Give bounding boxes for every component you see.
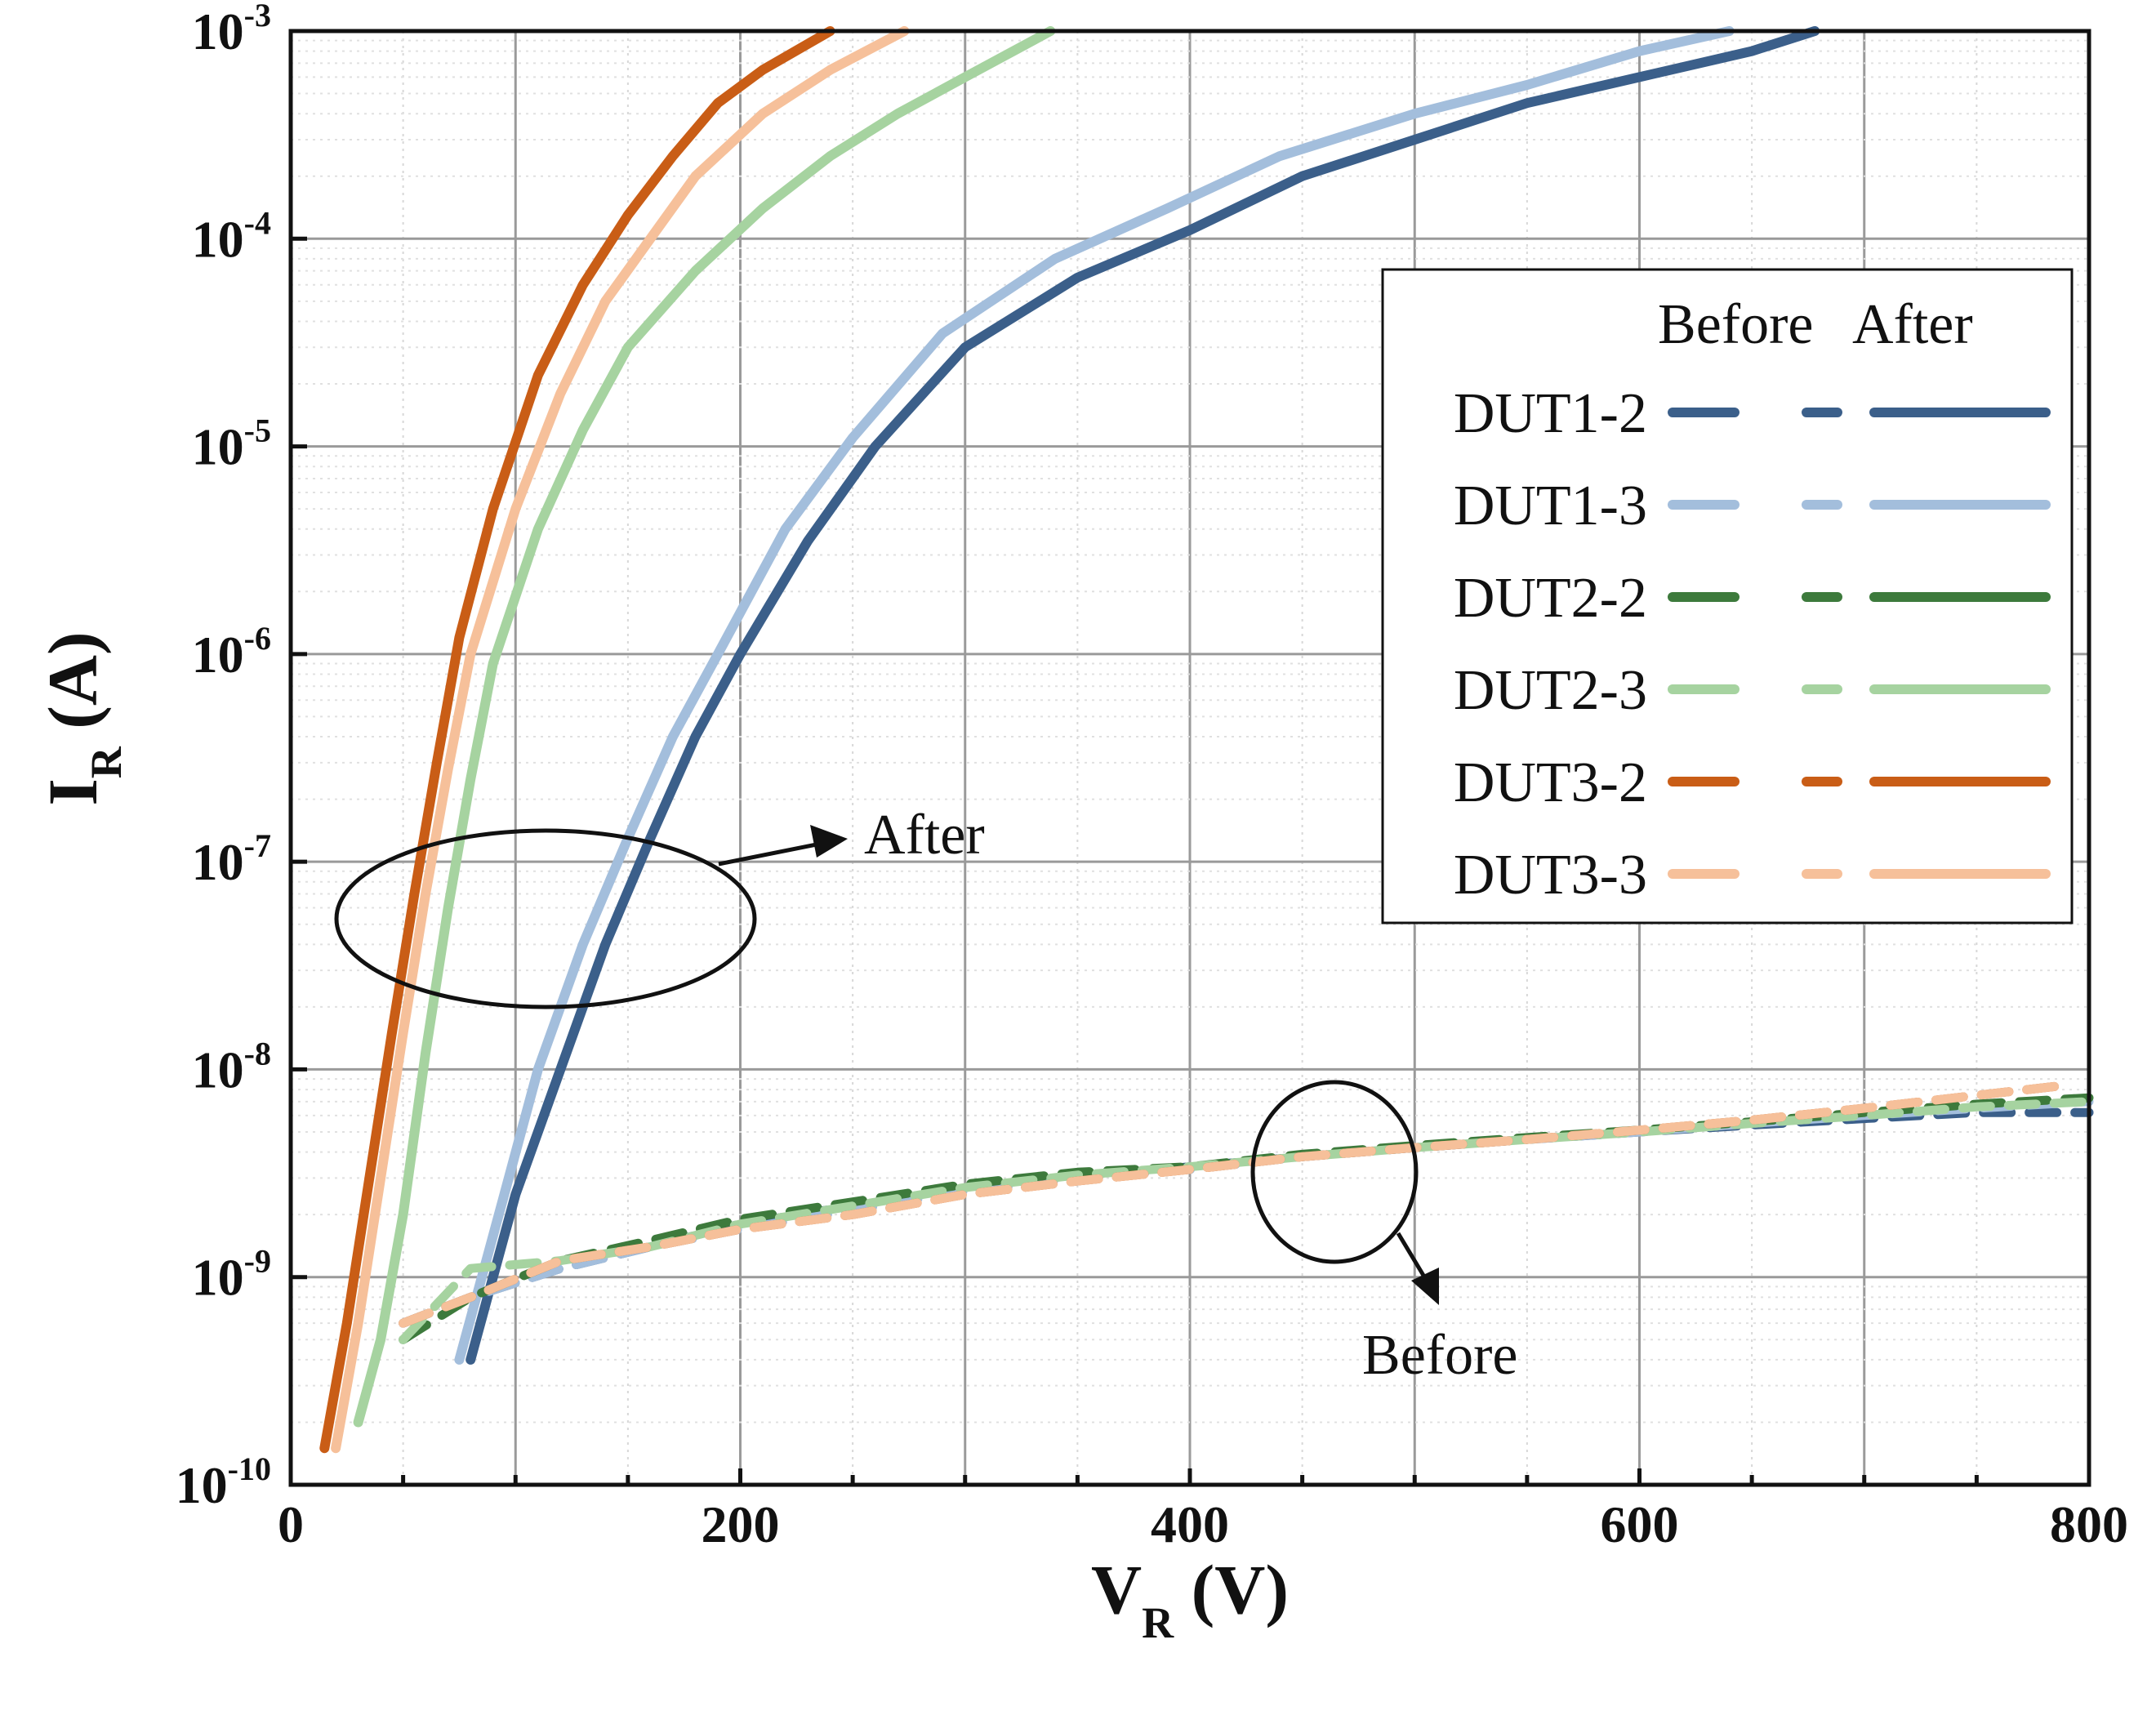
y-axis-title-unit: (A) xyxy=(33,631,112,746)
x-tick-label: 200 xyxy=(702,1495,780,1553)
before-ellipse xyxy=(1250,1080,1419,1264)
series-line-dut2-2-before xyxy=(399,1093,2094,1344)
y-tick-label: 10-9 xyxy=(192,1243,271,1307)
y-tick-label: 10-4 xyxy=(192,204,271,268)
legend: Before After DUT1-2DUT1-3DUT2-2DUT2-3DUT… xyxy=(1381,268,2074,925)
y-tick-exponent: -10 xyxy=(228,1450,271,1487)
legend-entries: DUT1-2 DUT1-3 DUT2-2 DUT2-3 DUT3-2 DUT3-3 xyxy=(1454,382,2051,907)
y-axis-title-main: I xyxy=(33,778,112,805)
y-tick-exponent: -9 xyxy=(244,1243,271,1280)
legend-label: DUT1-3 xyxy=(1454,475,1647,537)
x-tick-label: 800 xyxy=(2050,1495,2128,1553)
after-ellipse xyxy=(334,828,757,1009)
y-tick-exponent: -8 xyxy=(244,1035,271,1072)
series-line-dut3-3-after xyxy=(331,26,910,1454)
series-line-dut3-2-after xyxy=(319,26,835,1454)
y-tick-label: 10-6 xyxy=(192,620,271,684)
x-tick-label: 600 xyxy=(1601,1495,1679,1553)
y-tick-label: 10-10 xyxy=(176,1450,271,1514)
annotations: After Before xyxy=(334,804,1517,1387)
series-line-dut1-2-before xyxy=(399,1107,2094,1328)
axes-ticks xyxy=(288,29,2091,1487)
legend-label: DUT2-2 xyxy=(1454,567,1647,630)
legend-header-before: Before xyxy=(1658,293,1813,356)
y-tick-base: 10 xyxy=(192,626,244,684)
x-tick-labels: 0 200 400 600 800 xyxy=(278,1495,2128,1553)
after-label: After xyxy=(864,804,985,867)
y-tick-base: 10 xyxy=(192,1249,244,1307)
series-layer xyxy=(319,26,2094,1454)
x-tick-label: 400 xyxy=(1151,1495,1229,1553)
y-tick-exponent: -5 xyxy=(244,412,271,449)
y-tick-exponent: -7 xyxy=(244,827,271,864)
y-tick-label: 10-3 xyxy=(192,0,271,60)
series-line-dut1-3-before xyxy=(399,1097,2094,1328)
legend-label: DUT3-3 xyxy=(1454,844,1647,907)
before-arrowhead xyxy=(1411,1268,1439,1305)
y-axis-title: IR (A) xyxy=(33,631,131,805)
y-tick-label: 10-5 xyxy=(192,412,271,476)
series-line-dut1-3-after xyxy=(454,26,1735,1365)
before-arrow xyxy=(1396,1232,1430,1284)
series-line-dut1-2-after xyxy=(466,26,1820,1365)
y-tick-exponent: -6 xyxy=(244,620,271,657)
x-axis-title-main: V xyxy=(1091,1550,1142,1629)
before-label: Before xyxy=(1362,1324,1517,1387)
after-arrow xyxy=(718,839,834,867)
y-tick-exponent: -4 xyxy=(244,204,271,241)
y-tick-base: 10 xyxy=(192,2,244,60)
y-tick-label: 10-8 xyxy=(192,1035,271,1098)
after-arrowhead xyxy=(810,825,848,858)
y-tick-base: 10 xyxy=(192,210,244,268)
y-tick-base: 10 xyxy=(192,1040,244,1098)
series-line-dut2-3-after xyxy=(353,26,1056,1428)
legend-label: DUT1-2 xyxy=(1454,382,1647,445)
series-line-dut2-3-before xyxy=(399,1097,2094,1344)
y-tick-base: 10 xyxy=(192,833,244,891)
series-line-dut3-3-before xyxy=(399,1081,2071,1328)
x-tick-label: 0 xyxy=(278,1495,304,1553)
y-tick-base: 10 xyxy=(192,418,244,476)
x-axis-title: VR (V) xyxy=(1091,1550,1289,1647)
legend-label: DUT2-3 xyxy=(1454,659,1647,722)
x-axis-title-sub: R xyxy=(1142,1598,1174,1647)
x-axis-title-unit: (V) xyxy=(1174,1550,1289,1629)
legend-label: DUT3-2 xyxy=(1454,751,1647,814)
y-tick-exponent: -3 xyxy=(244,0,271,33)
y-tick-base: 10 xyxy=(176,1456,228,1514)
y-tick-label: 10-7 xyxy=(192,827,271,891)
y-axis-title-sub: R xyxy=(82,746,131,778)
legend-header-after: After xyxy=(1852,293,1973,356)
